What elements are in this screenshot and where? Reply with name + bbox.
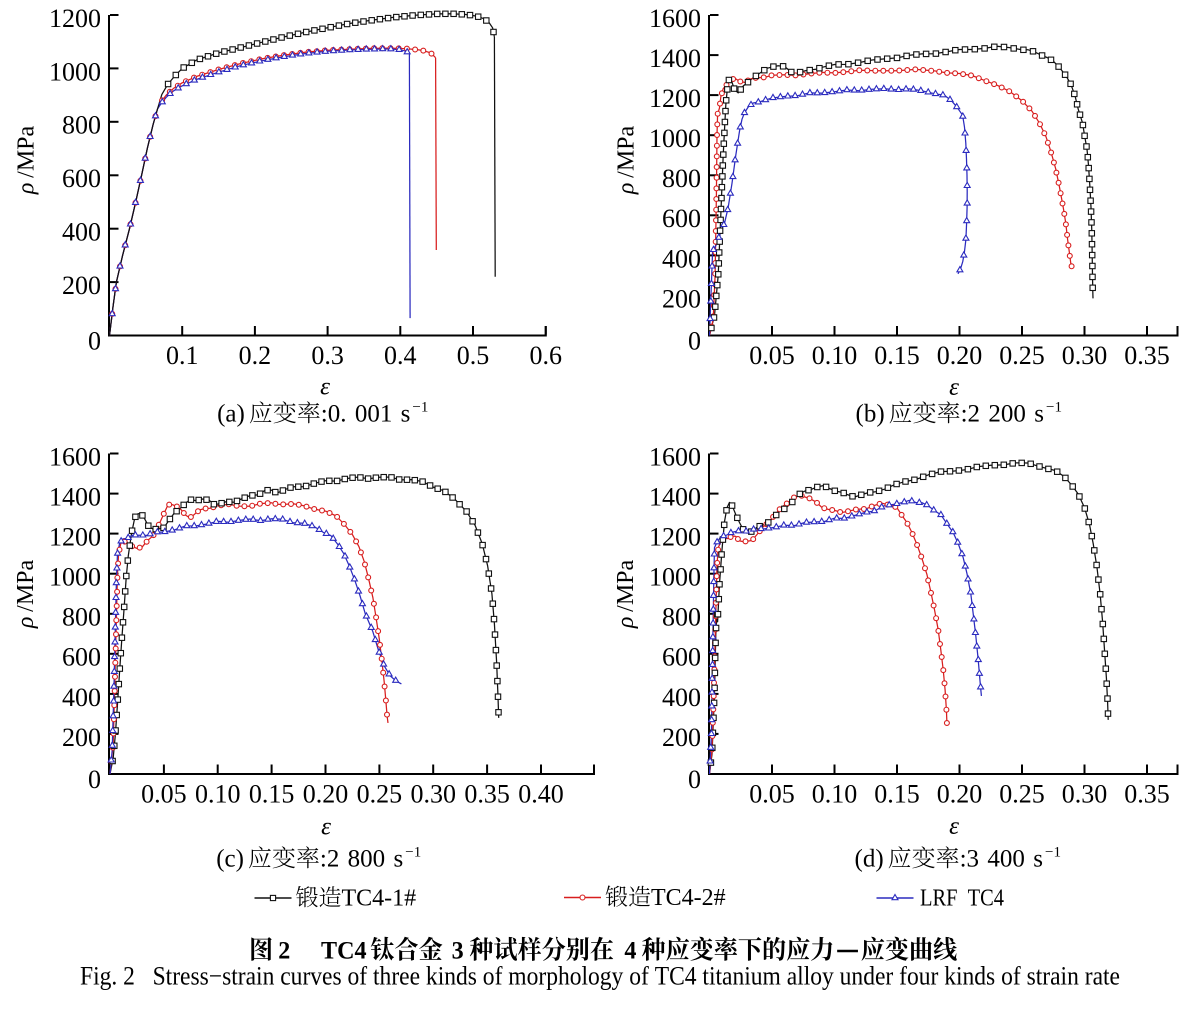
svg-text:0.15: 0.15 [249, 779, 295, 808]
svg-text:TC4-1#: TC4-1# [342, 886, 417, 912]
svg-text:−1: −1 [1045, 845, 1061, 861]
svg-text:600: 600 [62, 643, 101, 672]
svg-text:1000: 1000 [49, 563, 101, 592]
svg-text:0.05: 0.05 [749, 779, 795, 808]
svg-text:0.25: 0.25 [999, 341, 1045, 370]
svg-text:1600: 1600 [49, 442, 101, 471]
svg-text:0.20: 0.20 [937, 341, 983, 370]
svg-text:0.25: 0.25 [999, 779, 1045, 808]
svg-text:800: 800 [662, 164, 701, 193]
svg-text:Fig. 2 Stress−strain curves: Fig. 2 Stress−strain curves of three kin… [80, 962, 1120, 991]
svg-text:0: 0 [88, 326, 101, 355]
svg-text:0.2: 0.2 [239, 341, 272, 370]
svg-text:0.25: 0.25 [357, 779, 403, 808]
svg-text:200: 200 [62, 271, 101, 300]
svg-text:ε: ε [321, 814, 331, 841]
svg-text:400: 400 [662, 244, 701, 273]
svg-text:0.1: 0.1 [166, 341, 199, 370]
svg-text:−1: −1 [412, 400, 428, 416]
svg-text:1600: 1600 [649, 442, 701, 471]
svg-text:1200: 1200 [49, 4, 101, 33]
svg-text:0.20: 0.20 [303, 779, 349, 808]
svg-text:400: 400 [62, 683, 101, 712]
svg-text:200: 200 [62, 723, 101, 752]
svg-text:0.35: 0.35 [1124, 341, 1170, 370]
svg-text:ρ /MPa: ρ /MPa [14, 125, 40, 195]
svg-text:ε: ε [320, 374, 330, 401]
svg-text:TC4: TC4 [321, 937, 367, 965]
svg-text:ε: ε [949, 374, 959, 401]
svg-text:0.30: 0.30 [1062, 341, 1108, 370]
svg-text:ρ /MPa: ρ /MPa [614, 125, 640, 195]
svg-text:600: 600 [62, 164, 101, 193]
svg-text:1000: 1000 [49, 57, 101, 86]
svg-text:0: 0 [688, 326, 701, 355]
svg-text:600: 600 [662, 204, 701, 233]
svg-text:3: 3 [452, 937, 464, 965]
svg-text:(b): (b) [856, 401, 885, 428]
svg-text:400: 400 [662, 683, 701, 712]
svg-text:0.30: 0.30 [1062, 779, 1108, 808]
svg-text::2 200 s: :2 200 s [961, 401, 1044, 428]
svg-text:4: 4 [624, 937, 636, 965]
svg-text:0.05: 0.05 [749, 341, 795, 370]
svg-text:1000: 1000 [649, 124, 701, 153]
svg-text::3 400 s: :3 400 s [960, 846, 1043, 873]
svg-text:1000: 1000 [649, 563, 701, 592]
svg-text:800: 800 [62, 603, 101, 632]
svg-text:0.30: 0.30 [410, 779, 456, 808]
svg-text:1200: 1200 [649, 523, 701, 552]
svg-text:0.6: 0.6 [529, 341, 562, 370]
svg-text:0.10: 0.10 [812, 341, 858, 370]
svg-text:200: 200 [662, 723, 701, 752]
svg-text:1400: 1400 [649, 483, 701, 512]
svg-text:0.4: 0.4 [384, 341, 417, 370]
svg-text:ρ /MPa: ρ /MPa [13, 559, 39, 629]
svg-text:1400: 1400 [649, 44, 701, 73]
svg-text::2 800 s: :2 800 s [320, 846, 403, 873]
svg-text:600: 600 [662, 643, 701, 672]
svg-text:ε: ε [949, 813, 959, 840]
svg-text:(a): (a) [217, 401, 245, 428]
svg-text:0.35: 0.35 [464, 779, 510, 808]
svg-text:0.3: 0.3 [311, 341, 344, 370]
svg-text:0.20: 0.20 [937, 779, 983, 808]
svg-text:(d): (d) [855, 846, 884, 873]
svg-text:0: 0 [688, 765, 701, 794]
svg-text:ρ /MPa: ρ /MPa [613, 559, 639, 629]
svg-text:0.5: 0.5 [457, 341, 490, 370]
svg-text:0.35: 0.35 [1124, 779, 1170, 808]
svg-text:800: 800 [662, 603, 701, 632]
svg-text:−1: −1 [1046, 400, 1062, 416]
svg-text:800: 800 [62, 111, 101, 140]
svg-text:(c): (c) [216, 846, 244, 873]
svg-text:0.15: 0.15 [874, 779, 920, 808]
svg-text:200: 200 [662, 284, 701, 313]
svg-text:LRF TC4: LRF TC4 [920, 886, 1004, 912]
svg-text:0.40: 0.40 [518, 779, 564, 808]
svg-text:0.10: 0.10 [812, 779, 858, 808]
svg-text:1400: 1400 [49, 483, 101, 512]
svg-text:1600: 1600 [649, 4, 701, 33]
svg-text:1200: 1200 [49, 523, 101, 552]
svg-text:2: 2 [278, 937, 290, 965]
svg-text:−1: −1 [405, 845, 421, 861]
svg-text:1200: 1200 [649, 84, 701, 113]
svg-text:400: 400 [62, 218, 101, 247]
svg-text:0: 0 [88, 765, 101, 794]
svg-text::0. 001 s: :0. 001 s [321, 401, 411, 428]
svg-text:0.10: 0.10 [195, 779, 241, 808]
svg-text:0.15: 0.15 [874, 341, 920, 370]
svg-text:TC4-2#: TC4-2# [651, 885, 726, 911]
svg-text:0.05: 0.05 [141, 779, 187, 808]
